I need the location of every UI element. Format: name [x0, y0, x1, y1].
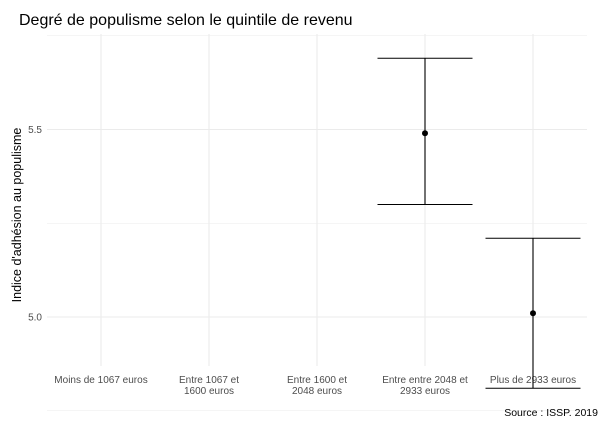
chart-title: Degré de populisme selon le quintile de … [19, 12, 353, 29]
data-point [530, 310, 536, 317]
y-axis-ticks: 5.05.56.0 [28, 125, 42, 324]
data-point [422, 130, 428, 137]
y-tick-label: 5.5 [28, 125, 42, 136]
x-tick-label: Moins de 1067 euros [54, 375, 147, 386]
chart-caption: Source : ISSP. 2019 [504, 407, 598, 419]
y-tick-label: 5.0 [28, 313, 42, 324]
x-axis-ticks: Moins de 1067 euros Entre 1067 et 1600 eur… [54, 375, 576, 397]
error-bars [377, 57, 581, 389]
x-tick-label: Entre 1600 et 2048 euros [287, 375, 347, 397]
grid [47, 34, 587, 412]
x-tick-label: Entre entre 2048 et 2933 euros [382, 375, 468, 397]
y-axis-title: Indice d'adhésion au populisme [10, 128, 24, 303]
x-tick-label: Entre 1067 et 1600 euros [179, 375, 239, 397]
